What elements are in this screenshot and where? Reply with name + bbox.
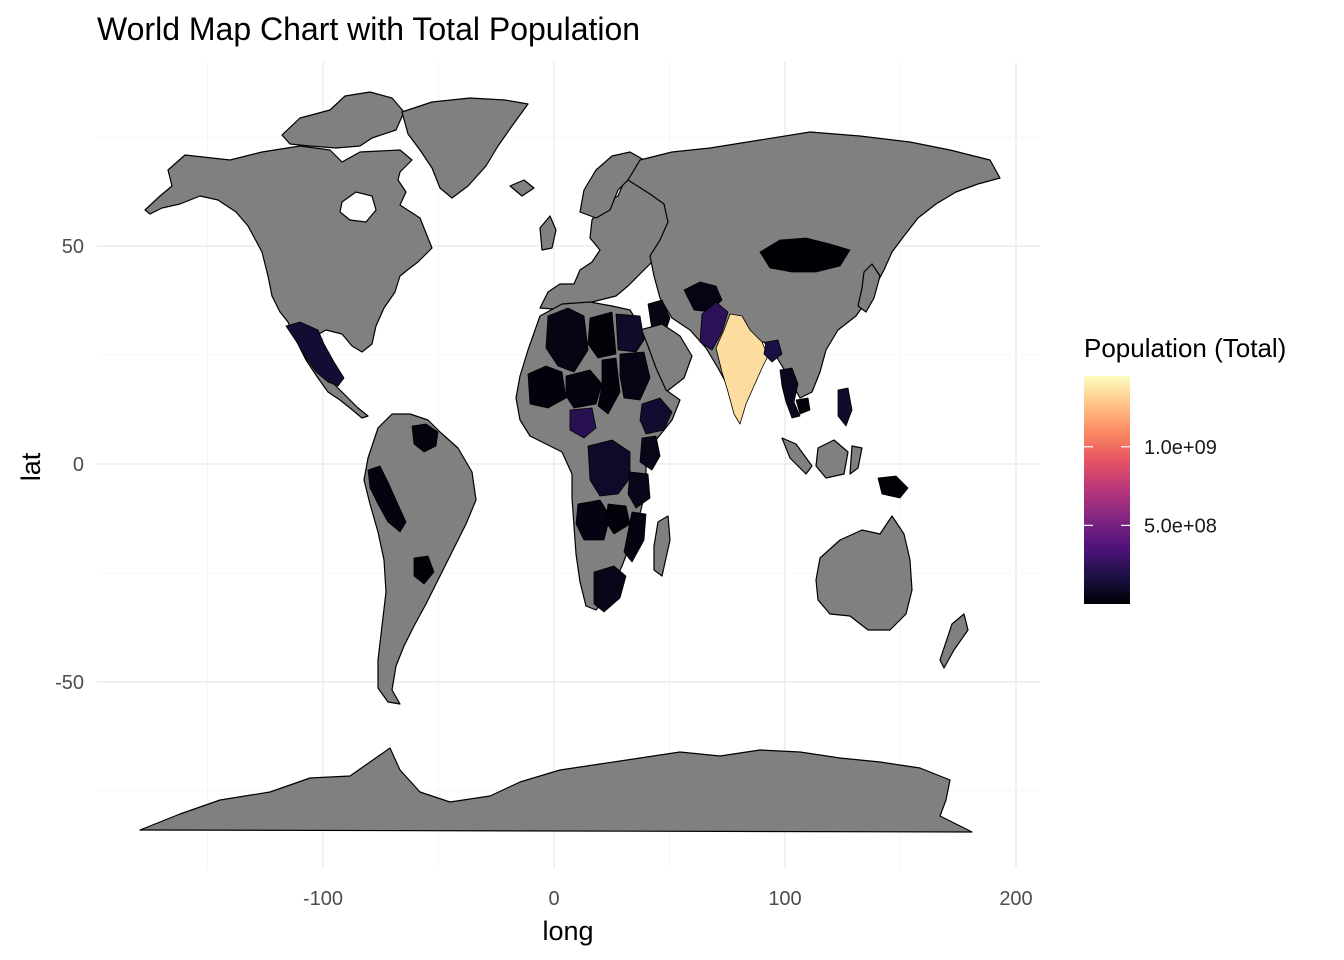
region-mongolia [759, 237, 851, 273]
region-venezuela [411, 423, 439, 453]
region-papua-new-guinea [877, 475, 909, 499]
land-sulawesi [849, 445, 863, 475]
region-zambia [605, 503, 631, 535]
region-pakistan [699, 301, 729, 351]
x-tick-label: 200 [999, 888, 1032, 910]
land-antarctica [139, 747, 973, 833]
region-sudan [619, 351, 651, 401]
x-tick-label: 100 [768, 888, 801, 910]
land-north-america [144, 145, 433, 419]
legend: Population (Total) 1.0e+09 5.0e+08 [1084, 333, 1286, 604]
region-philippines [837, 387, 853, 427]
x-axis-title: long [542, 916, 593, 946]
region-nigeria [569, 407, 597, 439]
landmasses [139, 91, 1001, 833]
region-algeria [545, 307, 589, 373]
region-paraguay [413, 555, 435, 585]
chart-title: World Map Chart with Total Population [97, 11, 640, 47]
y-axis-title: lat [16, 452, 46, 481]
land-greenland [401, 97, 529, 199]
y-tick-label: -50 [55, 672, 84, 694]
region-kenya [639, 435, 661, 471]
land-japan [857, 263, 881, 313]
land-borneo [815, 439, 849, 479]
region-tanzania [627, 471, 651, 509]
x-axis-ticks: -100 0 100 200 [303, 888, 1033, 910]
region-thailand [779, 367, 801, 419]
y-tick-label: 0 [73, 454, 84, 476]
legend-colorbar [1084, 376, 1130, 604]
land-iceland [509, 179, 535, 197]
y-axis-ticks: 50 0 -50 [55, 236, 84, 694]
legend-ticks: 1.0e+09 5.0e+08 [1084, 437, 1217, 537]
region-mali [527, 365, 567, 409]
legend-tick-label: 5.0e+08 [1144, 515, 1217, 537]
x-tick-label: -100 [303, 888, 343, 910]
region-chad [597, 357, 621, 415]
region-cambodia [795, 397, 811, 415]
x-tick-label: 0 [548, 888, 559, 910]
region-ethiopia [639, 397, 673, 435]
land-sumatra [781, 437, 813, 475]
land-arctic-islands [281, 91, 405, 149]
region-south-africa [593, 565, 627, 613]
region-angola [575, 499, 611, 541]
legend-title: Population (Total) [1084, 333, 1286, 363]
legend-tick-label: 1.0e+09 [1144, 437, 1217, 459]
region-drc [587, 439, 631, 497]
region-mozambique [623, 511, 647, 563]
land-australia [815, 515, 913, 631]
y-tick-label: 50 [62, 236, 84, 258]
land-new-zealand [939, 613, 969, 669]
region-niger [565, 369, 603, 409]
region-mexico [285, 321, 345, 387]
land-uk [539, 215, 557, 251]
region-libya [587, 311, 617, 359]
region-peru [367, 465, 407, 533]
region-bangladesh [763, 339, 783, 363]
land-madagascar [653, 515, 671, 577]
hudson-bay [339, 191, 377, 223]
region-egypt [615, 313, 645, 353]
region-india [715, 313, 769, 425]
